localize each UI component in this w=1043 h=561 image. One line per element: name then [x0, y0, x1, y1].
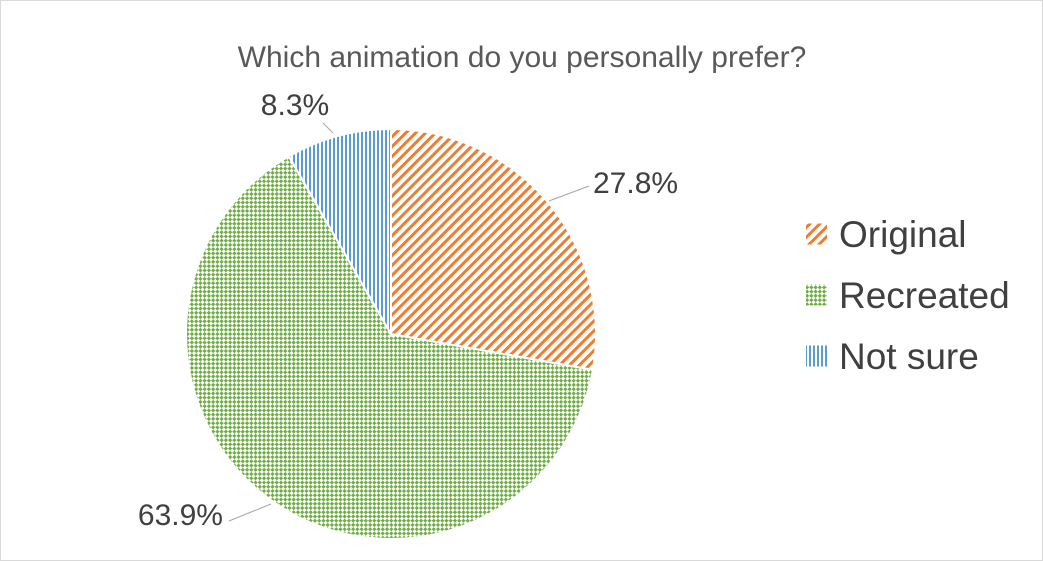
pie-slice-recreated	[185, 154, 594, 540]
legend-label-not-sure: Not sure	[839, 336, 979, 377]
leader-line-original	[548, 185, 590, 202]
legend-swatch-recreated	[806, 284, 827, 306]
data-label-original: 27.8%	[593, 167, 678, 200]
legend-label-recreated: Recreated	[839, 275, 1010, 316]
data-labels: 27.8% 63.9% 8.3%	[138, 89, 678, 532]
pie-slice-not-sure	[287, 127, 392, 338]
pie-slice-original	[390, 127, 597, 372]
legend-label-original: Original	[839, 214, 967, 255]
chart-title: Which animation do you personally prefer…	[238, 41, 807, 74]
leader-line-recreated	[228, 503, 272, 522]
data-label-not-sure: 8.3%	[261, 89, 329, 122]
legend-swatch-original	[806, 223, 827, 245]
pie-slices	[185, 127, 597, 540]
leader-lines	[228, 122, 590, 522]
legend: Original Recreated Not sure	[806, 214, 1010, 377]
data-label-recreated: 63.9%	[138, 499, 223, 532]
leader-line-not-sure	[322, 122, 334, 134]
legend-swatch-not-sure	[806, 345, 827, 367]
